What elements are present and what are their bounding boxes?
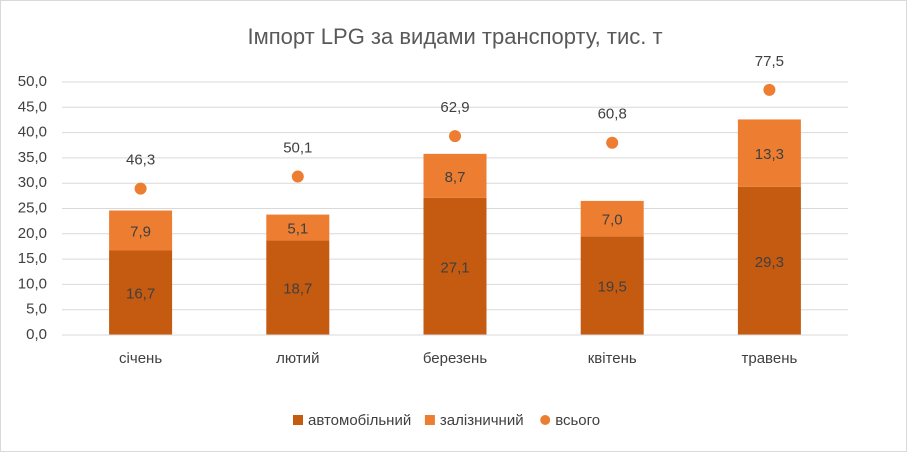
legend-swatch	[293, 415, 303, 425]
y-tick-label: 0,0	[26, 326, 47, 343]
legend-swatch	[424, 415, 435, 425]
bar-segment	[423, 153, 487, 198]
bar-segment	[423, 197, 487, 335]
x-tick-label: березень	[423, 350, 487, 367]
data-label: 46,3	[126, 152, 155, 169]
y-tick-label: 35,0	[18, 149, 47, 166]
x-tick-label: квітень	[588, 350, 637, 367]
y-tick-label: 40,0	[18, 124, 47, 141]
legend-label: всього	[555, 412, 600, 429]
y-tick-label: 10,0	[18, 275, 47, 292]
y-tick-label: 20,0	[18, 225, 47, 242]
total-marker	[606, 136, 619, 149]
data-label: 7,0	[602, 212, 623, 229]
legend-label: залізничний	[440, 412, 524, 429]
data-label: 62,9	[440, 99, 469, 116]
data-label: 29,3	[755, 254, 784, 271]
bar-segment	[580, 236, 644, 335]
data-label: 18,7	[283, 281, 312, 298]
data-label: 60,8	[598, 106, 627, 123]
x-tick-label: травень	[742, 350, 798, 367]
bar-segment	[266, 214, 330, 241]
data-label: 27,1	[440, 259, 469, 276]
x-tick-label: січень	[119, 350, 162, 367]
data-label: 19,5	[598, 279, 627, 296]
total-marker	[291, 170, 304, 183]
bar-segment	[109, 210, 173, 251]
y-tick-label: 30,0	[18, 174, 47, 191]
y-tick-label: 50,0	[18, 73, 47, 90]
bar-segment	[109, 250, 173, 335]
data-label: 16,7	[126, 286, 155, 303]
legend-label: автомобільний	[308, 412, 411, 429]
bar-segment	[266, 240, 330, 335]
data-label: 7,9	[130, 223, 151, 240]
y-tick-label: 45,0	[18, 98, 47, 115]
x-tick-label: лютий	[276, 350, 319, 367]
total-marker	[449, 130, 461, 143]
data-label: 77,5	[755, 53, 784, 70]
data-label: 5,1	[287, 220, 308, 237]
y-tick-label: 25,0	[18, 199, 47, 216]
bar-segment	[737, 186, 801, 335]
y-tick-label: 5,0	[26, 301, 47, 318]
data-label: 13,3	[755, 146, 784, 163]
legend-swatch	[540, 415, 551, 425]
bar-segment	[580, 200, 644, 237]
bar-segment	[737, 119, 801, 187]
total-marker	[763, 83, 776, 96]
data-label: 8,7	[445, 169, 466, 186]
total-marker	[134, 182, 147, 195]
chart-title: Імпорт LPG за видами транспорту, тис. т	[247, 24, 662, 49]
y-tick-label: 15,0	[18, 250, 47, 267]
data-label: 50,1	[283, 140, 312, 157]
